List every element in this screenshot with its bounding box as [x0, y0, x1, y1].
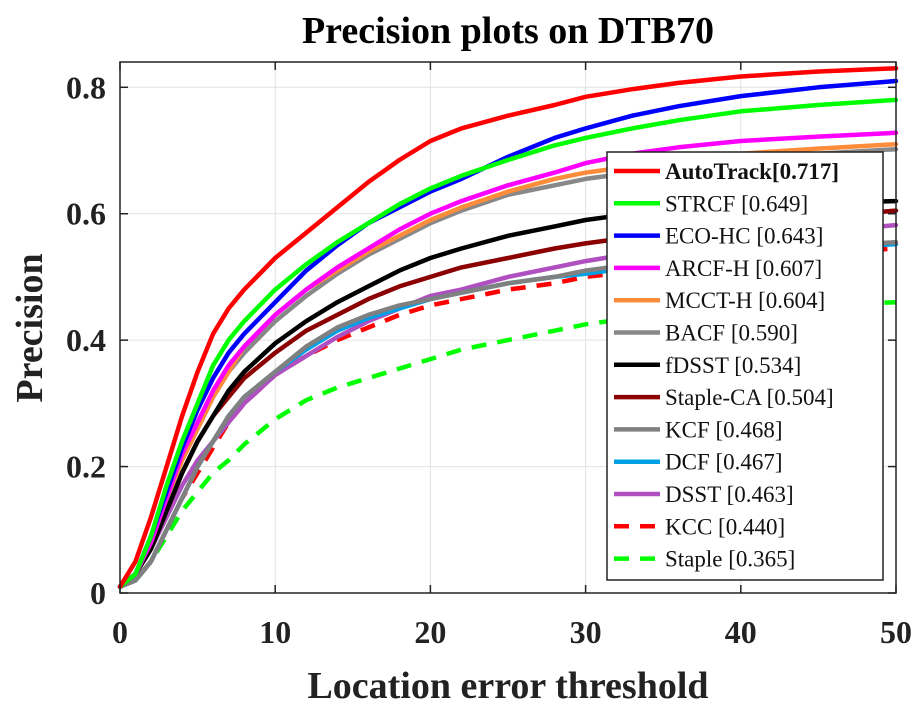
- x-axis-label: Location error threshold: [307, 665, 708, 707]
- legend-score: [0.534]: [734, 353, 801, 378]
- y-tick-label: 0: [90, 575, 106, 611]
- legend-name: KCC: [665, 514, 712, 539]
- legend-label-fdsst: fDSST [0.534]: [665, 353, 801, 378]
- legend-label-mcct-h: MCCT-H [0.604]: [665, 288, 825, 313]
- legend-name: DCF: [665, 450, 710, 475]
- legend-name: DSST: [665, 482, 721, 507]
- legend-score: [0.468]: [716, 417, 783, 442]
- y-axis-label: Precision: [9, 253, 51, 402]
- legend-score: [0.604]: [758, 288, 825, 313]
- legend-score: [0.504]: [767, 385, 834, 410]
- legend-label-staple: Staple [0.365]: [665, 547, 795, 572]
- legend-box: [606, 151, 884, 581]
- legend-label-dsst: DSST [0.463]: [665, 482, 794, 507]
- legend-items: AutoTrack[0.717] STRCF [0.649] ECO-HC [0.6…: [614, 159, 839, 572]
- x-tick-label: 10: [259, 614, 291, 650]
- legend-score: [0.717]: [772, 159, 839, 184]
- legend-score: [0.607]: [755, 256, 822, 281]
- legend-name: Staple-CA: [665, 385, 762, 410]
- axis-ticks: 0 10 20 30 40 50 0 0.2 0.4 0.6 0.8: [66, 62, 912, 650]
- y-tick-label: 0.2: [66, 449, 106, 485]
- legend-score: [0.590]: [731, 321, 798, 346]
- chart-title: Precision plots on DTB70: [302, 10, 714, 52]
- legend-label-bacf: BACF [0.590]: [665, 321, 798, 346]
- plot-frame: [119, 61, 897, 594]
- legend-score: [0.463]: [727, 482, 794, 507]
- legend: AutoTrack[0.717] STRCF [0.649] ECO-HC [0.6…: [606, 151, 884, 581]
- legend-name: ARCF-H: [665, 256, 749, 281]
- x-tick-label: 30: [570, 614, 602, 650]
- y-tick-label: 0.6: [66, 196, 106, 232]
- legend-label-kcc: KCC [0.440]: [665, 514, 785, 539]
- y-tick-label: 0.8: [66, 69, 106, 105]
- legend-score: [0.649]: [741, 191, 808, 216]
- legend-label-eco-hc: ECO-HC [0.643]: [665, 224, 823, 249]
- x-tick-label: 0: [112, 614, 128, 650]
- series-line-strcf: [117, 97, 899, 589]
- legend-label-autotrack: AutoTrack[0.717]: [665, 159, 839, 184]
- legend-label-staple-ca: Staple-CA [0.504]: [665, 385, 834, 410]
- x-tick-label: 20: [414, 614, 446, 650]
- legend-name: MCCT-H: [665, 288, 752, 313]
- legend-label-strcf: STRCF [0.649]: [665, 191, 808, 216]
- legend-label-kcf: KCF [0.468]: [665, 417, 783, 442]
- legend-name: ECO-HC: [665, 224, 751, 249]
- legend-score: [0.643]: [756, 224, 823, 249]
- x-tick-label: 40: [725, 614, 757, 650]
- legend-score: [0.365]: [728, 547, 795, 572]
- legend-score: [0.467]: [716, 450, 783, 475]
- legend-score: [0.440]: [718, 514, 785, 539]
- legend-name: Staple: [665, 547, 723, 572]
- legend-name: STRCF: [665, 191, 735, 216]
- legend-name: fDSST: [665, 353, 729, 378]
- series-line-autotrack: [117, 66, 899, 589]
- legend-name: KCF: [665, 417, 710, 442]
- legend-label-dcf: DCF [0.467]: [665, 450, 783, 475]
- legend-label-arcf-h: ARCF-H [0.607]: [665, 256, 822, 281]
- legend-name: BACF: [665, 321, 725, 346]
- x-tick-label: 50: [880, 614, 912, 650]
- y-tick-label: 0.4: [66, 322, 106, 358]
- legend-name: AutoTrack: [665, 159, 772, 184]
- series-line-staple: [119, 299, 897, 589]
